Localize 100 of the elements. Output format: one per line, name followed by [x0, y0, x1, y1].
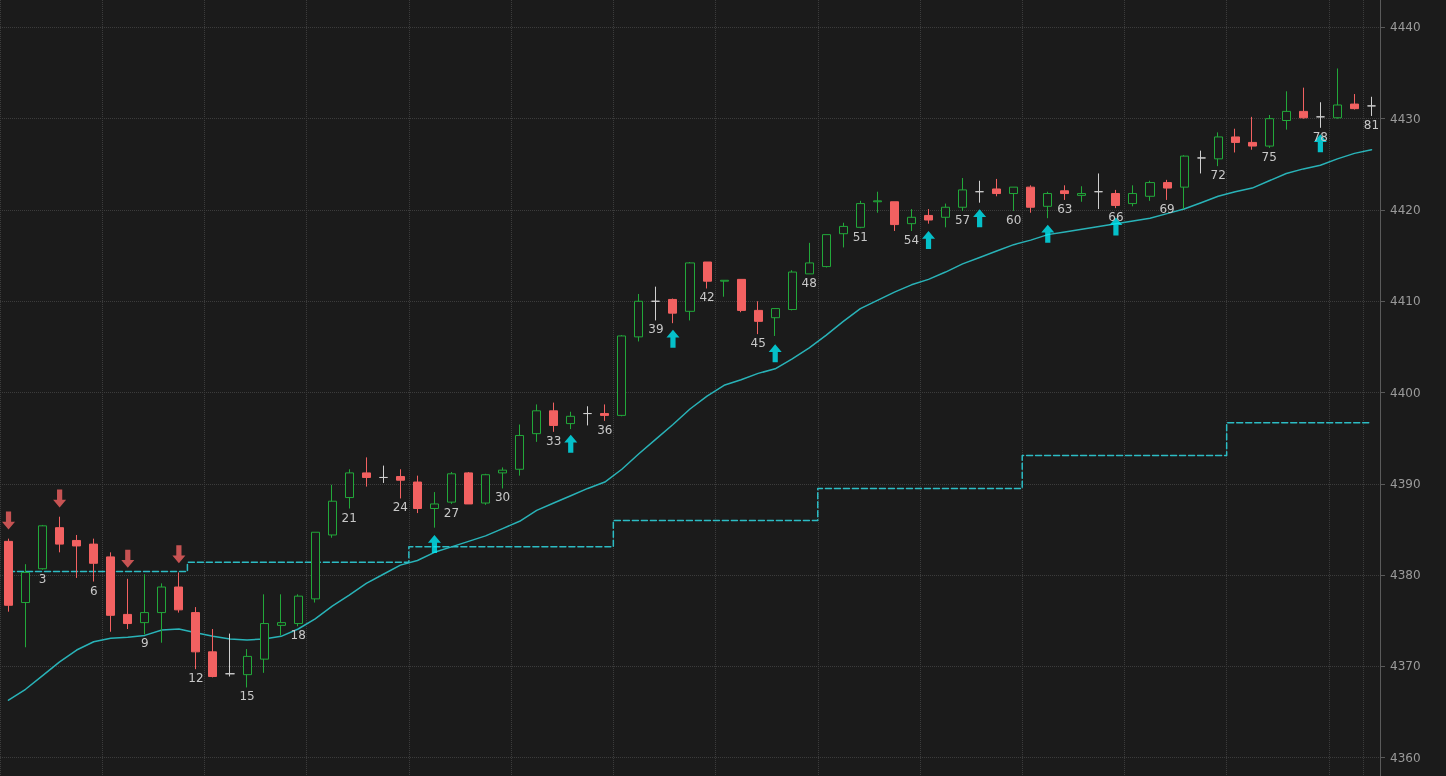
candlestick — [771, 308, 780, 337]
x-tick-label: 51 — [852, 230, 869, 245]
x-tick-label: 18 — [290, 628, 306, 643]
y-tick-label: 4390 — [1390, 476, 1421, 491]
candlestick — [651, 286, 660, 321]
candlestick — [498, 466, 507, 489]
candlestick — [754, 300, 763, 335]
candlestick — [583, 405, 592, 426]
candlestick — [839, 222, 848, 248]
y-tick-label: 4370 — [1390, 659, 1421, 674]
y-tick-label: 4430 — [1390, 111, 1421, 126]
candlestick — [1111, 189, 1120, 209]
candlestick — [856, 200, 865, 229]
y-tick-label: 4360 — [1390, 750, 1421, 765]
candlestick — [21, 563, 30, 648]
candlestick — [737, 278, 746, 313]
candlestick — [1043, 191, 1052, 219]
candlestick — [106, 551, 115, 633]
candlestick — [174, 571, 183, 614]
candlestick — [1316, 101, 1325, 129]
point — [2, 511, 16, 530]
y-tick-label: 4440 — [1390, 20, 1421, 35]
x-tick-label: 48 — [801, 275, 817, 290]
x-tick-label: 60 — [1006, 212, 1022, 227]
x-tick-label: 9 — [140, 636, 149, 651]
candlestick — [720, 279, 729, 298]
candlestick — [873, 191, 882, 214]
candlestick — [260, 593, 269, 674]
candlestick — [685, 261, 695, 321]
x-tick-label: 81 — [1363, 117, 1380, 132]
candlestick — [157, 582, 166, 644]
candlestick — [1060, 184, 1069, 201]
y-tick-label: 4400 — [1390, 385, 1421, 400]
candlestick — [277, 593, 286, 636]
point — [53, 489, 67, 508]
x-tick-label: 12 — [188, 671, 204, 686]
candlestick — [1282, 90, 1291, 131]
x-tick-label: 15 — [239, 689, 255, 704]
x-tick-label: 63 — [1057, 201, 1073, 216]
candlestick — [311, 531, 320, 604]
candlestick — [1265, 114, 1274, 149]
x-tick-label: 54 — [903, 232, 920, 247]
candlestick — [617, 334, 626, 417]
candlestick — [1094, 172, 1103, 210]
candlestick — [992, 178, 1001, 197]
candlestick — [703, 261, 712, 289]
candlestick — [1077, 185, 1086, 203]
x-tick-label: 39 — [648, 322, 664, 337]
point — [1041, 224, 1055, 243]
candlestick — [634, 293, 643, 342]
y-tick-label: 4380 — [1390, 568, 1421, 583]
candlestick — [1214, 131, 1223, 167]
point — [768, 344, 782, 363]
candlestick — [566, 411, 575, 430]
candlestick — [294, 593, 303, 627]
candlestick — [1163, 179, 1172, 201]
candlestick — [481, 473, 490, 506]
x-tick-label: 21 — [341, 510, 357, 525]
x-tick-label: 72 — [1210, 168, 1226, 183]
candlestick — [123, 578, 132, 630]
candlestick — [4, 538, 13, 613]
candlestick — [413, 475, 422, 514]
x-tick-label: 66 — [1108, 210, 1124, 225]
candlestick — [890, 201, 899, 232]
x-tick-label: 24 — [392, 500, 409, 515]
candlestick — [396, 468, 405, 499]
point — [121, 549, 135, 568]
candlestick — [1128, 184, 1137, 207]
x-tick-label: 3 — [38, 571, 47, 586]
x-tick-label: 42 — [699, 290, 715, 305]
x-tick-label: 6 — [89, 583, 98, 598]
candlestick — [1299, 87, 1308, 120]
x-tick-label: 33 — [546, 433, 562, 448]
x-tick-label: 57 — [954, 212, 971, 227]
x-tick-label: 30 — [494, 490, 511, 505]
x-tick-label: 69 — [1159, 201, 1175, 216]
candlestick — [907, 208, 916, 232]
candlestick — [362, 456, 371, 488]
candlestick — [1367, 96, 1376, 117]
candlestick — [345, 468, 354, 510]
candlestick — [1231, 128, 1240, 153]
candlestick — [55, 516, 64, 553]
candlestick — [38, 524, 47, 571]
candlestick — [430, 491, 439, 529]
candlestick — [941, 203, 950, 228]
candlestick — [225, 633, 235, 677]
candlestick — [515, 424, 524, 477]
x-tick-label: 27 — [443, 505, 460, 520]
candlestick — [1180, 154, 1189, 210]
candlestick — [1197, 150, 1206, 174]
point — [172, 545, 186, 564]
candlestick — [1333, 67, 1342, 120]
candlestick — [958, 177, 967, 212]
candlestick — [191, 606, 200, 670]
point — [564, 434, 578, 453]
y-tick-label: 4410 — [1390, 294, 1421, 309]
candlestick — [379, 465, 388, 484]
candlestick — [924, 208, 933, 225]
candlestick — [89, 538, 98, 583]
candlestick — [208, 628, 217, 678]
